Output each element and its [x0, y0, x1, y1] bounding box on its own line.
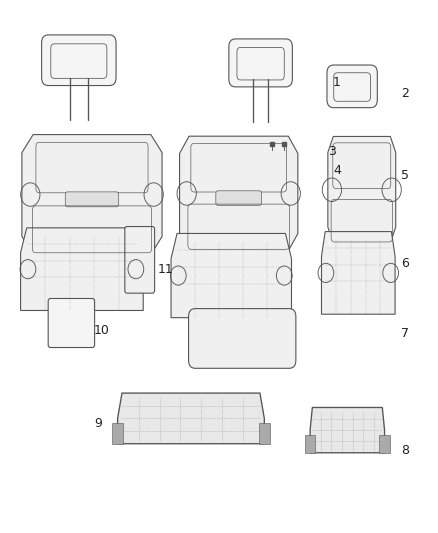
FancyBboxPatch shape: [125, 227, 155, 293]
Text: 1: 1: [333, 76, 341, 89]
FancyBboxPatch shape: [189, 309, 296, 368]
PathPatch shape: [117, 393, 264, 443]
FancyBboxPatch shape: [48, 298, 95, 348]
Text: 3: 3: [328, 146, 336, 158]
FancyBboxPatch shape: [216, 191, 261, 205]
PathPatch shape: [21, 228, 143, 310]
FancyBboxPatch shape: [65, 192, 119, 207]
Text: 10: 10: [94, 324, 110, 337]
Text: 8: 8: [401, 444, 409, 457]
FancyBboxPatch shape: [229, 39, 293, 87]
FancyBboxPatch shape: [327, 65, 378, 108]
Text: 9: 9: [94, 417, 102, 430]
Text: 5: 5: [401, 169, 409, 182]
Text: 2: 2: [401, 87, 409, 100]
FancyBboxPatch shape: [42, 35, 116, 85]
Text: 4: 4: [333, 164, 341, 177]
Text: 11: 11: [158, 263, 173, 276]
Text: 7: 7: [401, 327, 409, 340]
PathPatch shape: [321, 231, 395, 314]
Text: 6: 6: [401, 257, 409, 270]
Bar: [259, 423, 269, 443]
PathPatch shape: [171, 233, 291, 318]
PathPatch shape: [180, 136, 298, 251]
Bar: [305, 435, 315, 453]
PathPatch shape: [310, 407, 385, 453]
Bar: [379, 435, 390, 453]
PathPatch shape: [328, 136, 396, 243]
Bar: [112, 423, 123, 443]
PathPatch shape: [22, 135, 162, 255]
